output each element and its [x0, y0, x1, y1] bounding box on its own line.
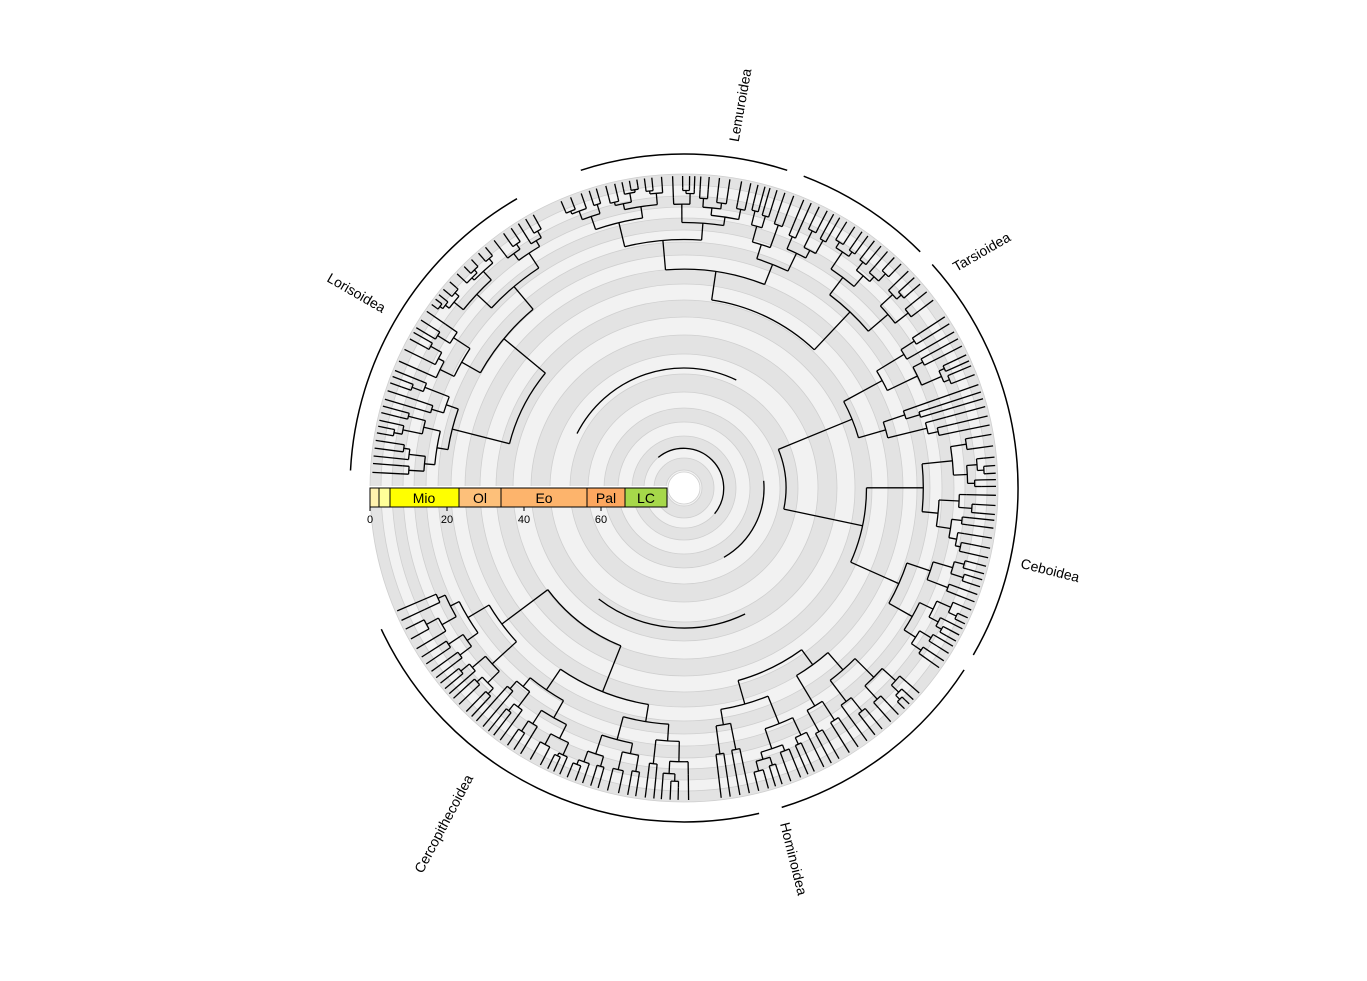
- internal-branch: [403, 466, 409, 467]
- internal-branch: [962, 517, 969, 518]
- internal-branch: [404, 448, 410, 449]
- tip-branch: [986, 466, 996, 467]
- clade-label-lemuroidea: Lemuroidea: [726, 67, 755, 143]
- internal-branch: [390, 435, 394, 436]
- root-hole: [668, 472, 700, 504]
- tip-branch: [967, 495, 996, 496]
- period-label-ol: Ol: [473, 490, 487, 506]
- tick-label-0: 0: [367, 514, 373, 526]
- internal-branch: [967, 449, 973, 450]
- internal-branch: [409, 470, 424, 471]
- internal-branch: [726, 199, 727, 204]
- internal-branch: [721, 203, 722, 209]
- internal-branch: [392, 429, 395, 430]
- internal-branch: [700, 189, 701, 198]
- internal-branch: [703, 198, 704, 207]
- period-pliocene: [379, 488, 390, 507]
- internal-branch: [603, 767, 604, 770]
- clade-label-ceboidea: Ceboidea: [1019, 555, 1081, 585]
- internal-branch: [977, 458, 984, 459]
- internal-branch: [437, 308, 439, 309]
- internal-branch: [711, 208, 712, 215]
- internal-branch: [645, 186, 646, 191]
- tip-branch: [673, 176, 674, 198]
- clade-bracket: [581, 154, 787, 170]
- internal-branch: [399, 451, 403, 452]
- tick-label-60: 60: [595, 514, 607, 526]
- internal-branch: [708, 190, 709, 199]
- internal-branch: [477, 265, 478, 266]
- period-label-lc: LC: [637, 490, 655, 506]
- internal-branch: [425, 464, 435, 465]
- period-label-pal: Pal: [596, 490, 616, 506]
- internal-branch: [638, 186, 639, 189]
- tip-branch: [700, 177, 701, 190]
- period-label-eo: Eo: [535, 490, 552, 506]
- tick-label-40: 40: [518, 514, 530, 526]
- internal-branch: [954, 475, 968, 476]
- tip-branch: [662, 177, 663, 186]
- tip-branch: [670, 784, 671, 800]
- internal-branch: [400, 444, 404, 445]
- tip-branch: [694, 176, 695, 190]
- period-pleistocene: [370, 488, 379, 507]
- internal-branch: [615, 202, 616, 205]
- clade-label-lorisoidea: Lorisoidea: [325, 270, 389, 316]
- internal-branch: [618, 198, 619, 202]
- tick-label-20: 20: [441, 514, 453, 526]
- clade-label-cercopithecoidea: Cercopithecoidea: [411, 772, 476, 876]
- clade-label-hominoidea: Hominoidea: [777, 821, 811, 898]
- internal-branch: [565, 211, 566, 213]
- internal-branch: [967, 465, 977, 466]
- period-label-mio: Mio: [413, 490, 436, 506]
- clade-label-tarsioidea: Tarsioidea: [950, 229, 1013, 275]
- tip-branch: [986, 473, 996, 474]
- internal-branch: [669, 761, 670, 773]
- internal-branch: [972, 513, 980, 514]
- internal-branch: [593, 203, 594, 205]
- internal-branch: [962, 524, 968, 525]
